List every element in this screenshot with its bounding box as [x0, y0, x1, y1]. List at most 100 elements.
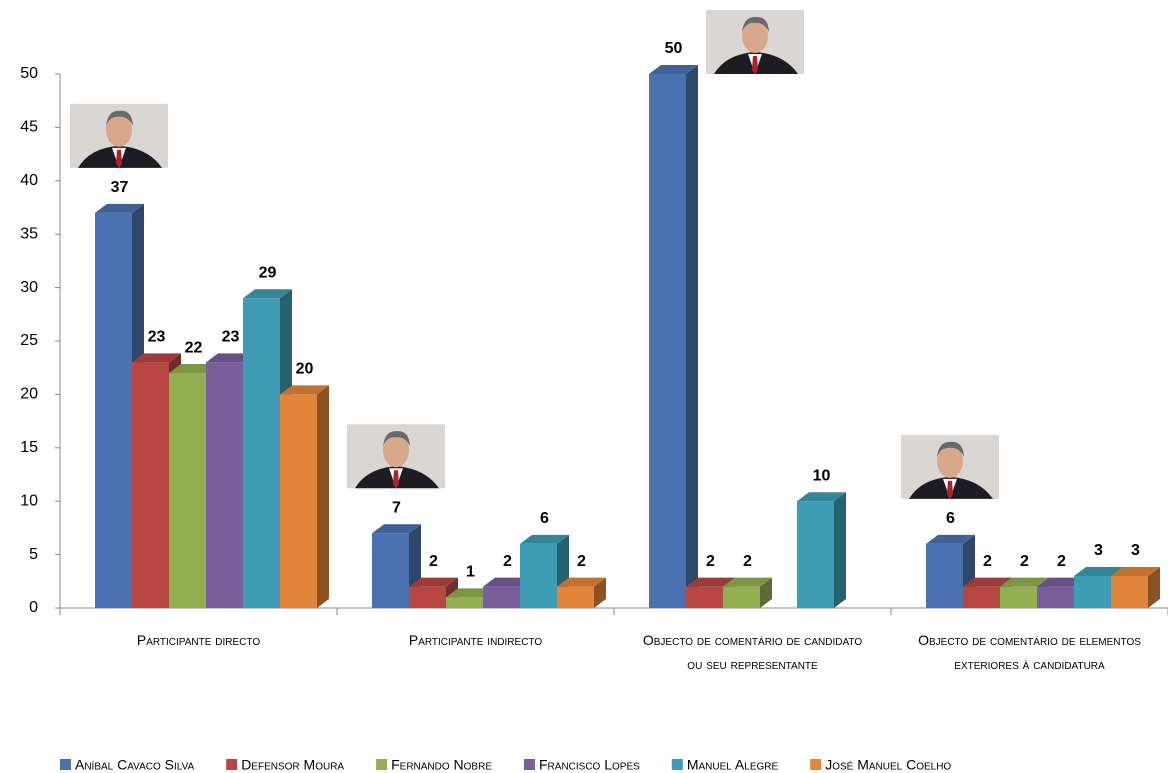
photo-face	[742, 19, 768, 53]
bar-top	[723, 577, 772, 587]
legend-label: José Manuel Coelho	[825, 757, 951, 773]
bar-side	[1148, 566, 1160, 608]
bar-top	[280, 385, 329, 395]
bar-side	[686, 65, 698, 608]
y-tick-label: 20	[20, 386, 38, 403]
photo-hair	[937, 441, 964, 457]
bar-top	[1111, 566, 1160, 576]
value-label: 23	[148, 329, 166, 346]
candidate-photo	[70, 103, 168, 168]
value-label: 23	[222, 329, 240, 346]
photo-hair	[742, 16, 769, 32]
value-label: 37	[111, 179, 129, 196]
y-tick-label: 50	[20, 65, 38, 82]
bar	[243, 298, 280, 608]
y-tick-label: 15	[20, 439, 38, 456]
value-label: 3	[1131, 542, 1140, 559]
bar	[280, 394, 317, 608]
bar	[169, 373, 206, 608]
bar	[372, 533, 409, 608]
legend-swatch	[810, 759, 822, 770]
legend-swatch	[376, 759, 388, 770]
value-label: 2	[577, 553, 586, 570]
legend-label: Manuel Alegre	[687, 757, 779, 773]
bar-top	[372, 524, 421, 534]
candidate-photo	[901, 434, 999, 499]
value-label: 6	[540, 510, 549, 527]
bar-top	[1037, 577, 1086, 587]
bar-side	[760, 577, 772, 608]
bar	[409, 586, 446, 608]
x-category-label: Participante directo	[136, 632, 261, 648]
value-label: 7	[392, 499, 401, 516]
legend-swatch	[524, 759, 535, 770]
bar	[483, 586, 520, 608]
bar-top	[926, 534, 975, 544]
legend-label: Fernando Nobre	[391, 757, 492, 773]
photo-face	[383, 433, 409, 468]
y-tick-label: 45	[20, 119, 38, 136]
bar-top	[797, 492, 846, 502]
photo-hair	[106, 110, 133, 126]
value-label: 29	[259, 264, 277, 281]
bar	[557, 586, 594, 608]
bar-top	[520, 534, 569, 544]
legend-label: Francisco Lopes	[539, 757, 640, 773]
bar-side	[317, 385, 329, 608]
bar-top	[686, 577, 735, 587]
bar	[132, 362, 169, 608]
bar-top	[169, 364, 218, 374]
y-tick-label: 30	[20, 279, 38, 296]
bar-top	[409, 577, 458, 587]
bar-top	[483, 577, 532, 587]
photo-tie	[752, 56, 758, 74]
value-label: 10	[813, 467, 831, 484]
bar	[926, 543, 963, 608]
value-label: 2	[983, 553, 992, 570]
bar-side	[834, 492, 846, 608]
y-tick-label: 0	[29, 599, 38, 616]
bar	[797, 501, 834, 608]
value-label: 2	[1057, 553, 1066, 570]
bar-top	[243, 289, 292, 299]
legend-label: Aníbal Cavaco Silva	[75, 757, 195, 773]
photo-face	[106, 112, 132, 147]
bar-top	[446, 588, 495, 598]
y-tick-label: 25	[20, 332, 38, 349]
value-label: 20	[296, 361, 314, 378]
candidate-photo	[347, 424, 445, 489]
photo-hair	[383, 431, 410, 447]
y-tick-label: 10	[20, 492, 38, 509]
bar	[686, 586, 723, 608]
value-label: 50	[665, 40, 683, 57]
bar	[446, 597, 483, 608]
value-label: 2	[706, 553, 715, 570]
bar	[963, 586, 1000, 608]
value-label: 3	[1094, 542, 1103, 559]
bar	[1074, 575, 1111, 608]
bar	[723, 586, 760, 608]
candidate-photo	[706, 10, 804, 74]
legend-swatch	[60, 759, 71, 770]
x-category-label: Participante indirecto	[408, 632, 543, 648]
bar-top	[206, 353, 255, 363]
photo-tie	[947, 480, 953, 499]
bar	[1000, 586, 1037, 608]
value-label: 22	[185, 339, 203, 356]
value-label: 2	[429, 553, 438, 570]
bar-top	[649, 65, 698, 74]
y-tick-label: 35	[20, 225, 38, 242]
bar-side	[594, 577, 606, 608]
bar-top	[132, 353, 181, 363]
bar-top	[1000, 577, 1049, 587]
value-label: 2	[743, 553, 752, 570]
bar	[206, 362, 243, 608]
bar-top	[963, 577, 1012, 587]
bar	[649, 74, 686, 608]
legend-swatch	[671, 759, 683, 770]
bar-top	[1074, 566, 1123, 576]
value-label: 6	[946, 510, 955, 527]
bar	[95, 212, 132, 608]
